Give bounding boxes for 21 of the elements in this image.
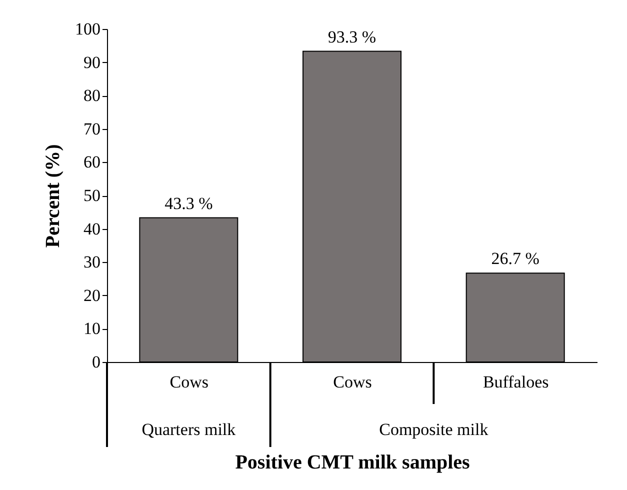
y-tick-label: 0 bbox=[92, 352, 100, 372]
y-tick-label: 100 bbox=[75, 20, 100, 38]
y-tick-label: 10 bbox=[84, 319, 100, 338]
y-tick-label: 50 bbox=[84, 186, 100, 205]
y-tick-label: 90 bbox=[84, 52, 100, 72]
text: Composite milk bbox=[379, 420, 489, 439]
y-tick-label: 80 bbox=[84, 86, 100, 106]
data-label: 43.3 % bbox=[164, 194, 213, 213]
data-label: 93.3 % bbox=[328, 27, 376, 46]
x-tick-label: Cows bbox=[333, 372, 372, 392]
y-tick-label: 20 bbox=[84, 286, 100, 305]
x-tick-label: Buffaloes bbox=[482, 372, 549, 392]
y-tick-label: 70 bbox=[84, 119, 100, 138]
y-axis-title: Percent (%) bbox=[42, 144, 64, 248]
text: Quarters milk bbox=[142, 420, 236, 439]
x-axis-title: Positive CMT milk samples bbox=[235, 452, 470, 474]
data-label: 26.7 % bbox=[491, 249, 540, 268]
x-tick-label: Cows bbox=[170, 372, 209, 392]
y-tick-label: 30 bbox=[84, 252, 100, 272]
y-tick-label: 40 bbox=[84, 219, 100, 238]
y-tick-label: 60 bbox=[84, 152, 100, 172]
